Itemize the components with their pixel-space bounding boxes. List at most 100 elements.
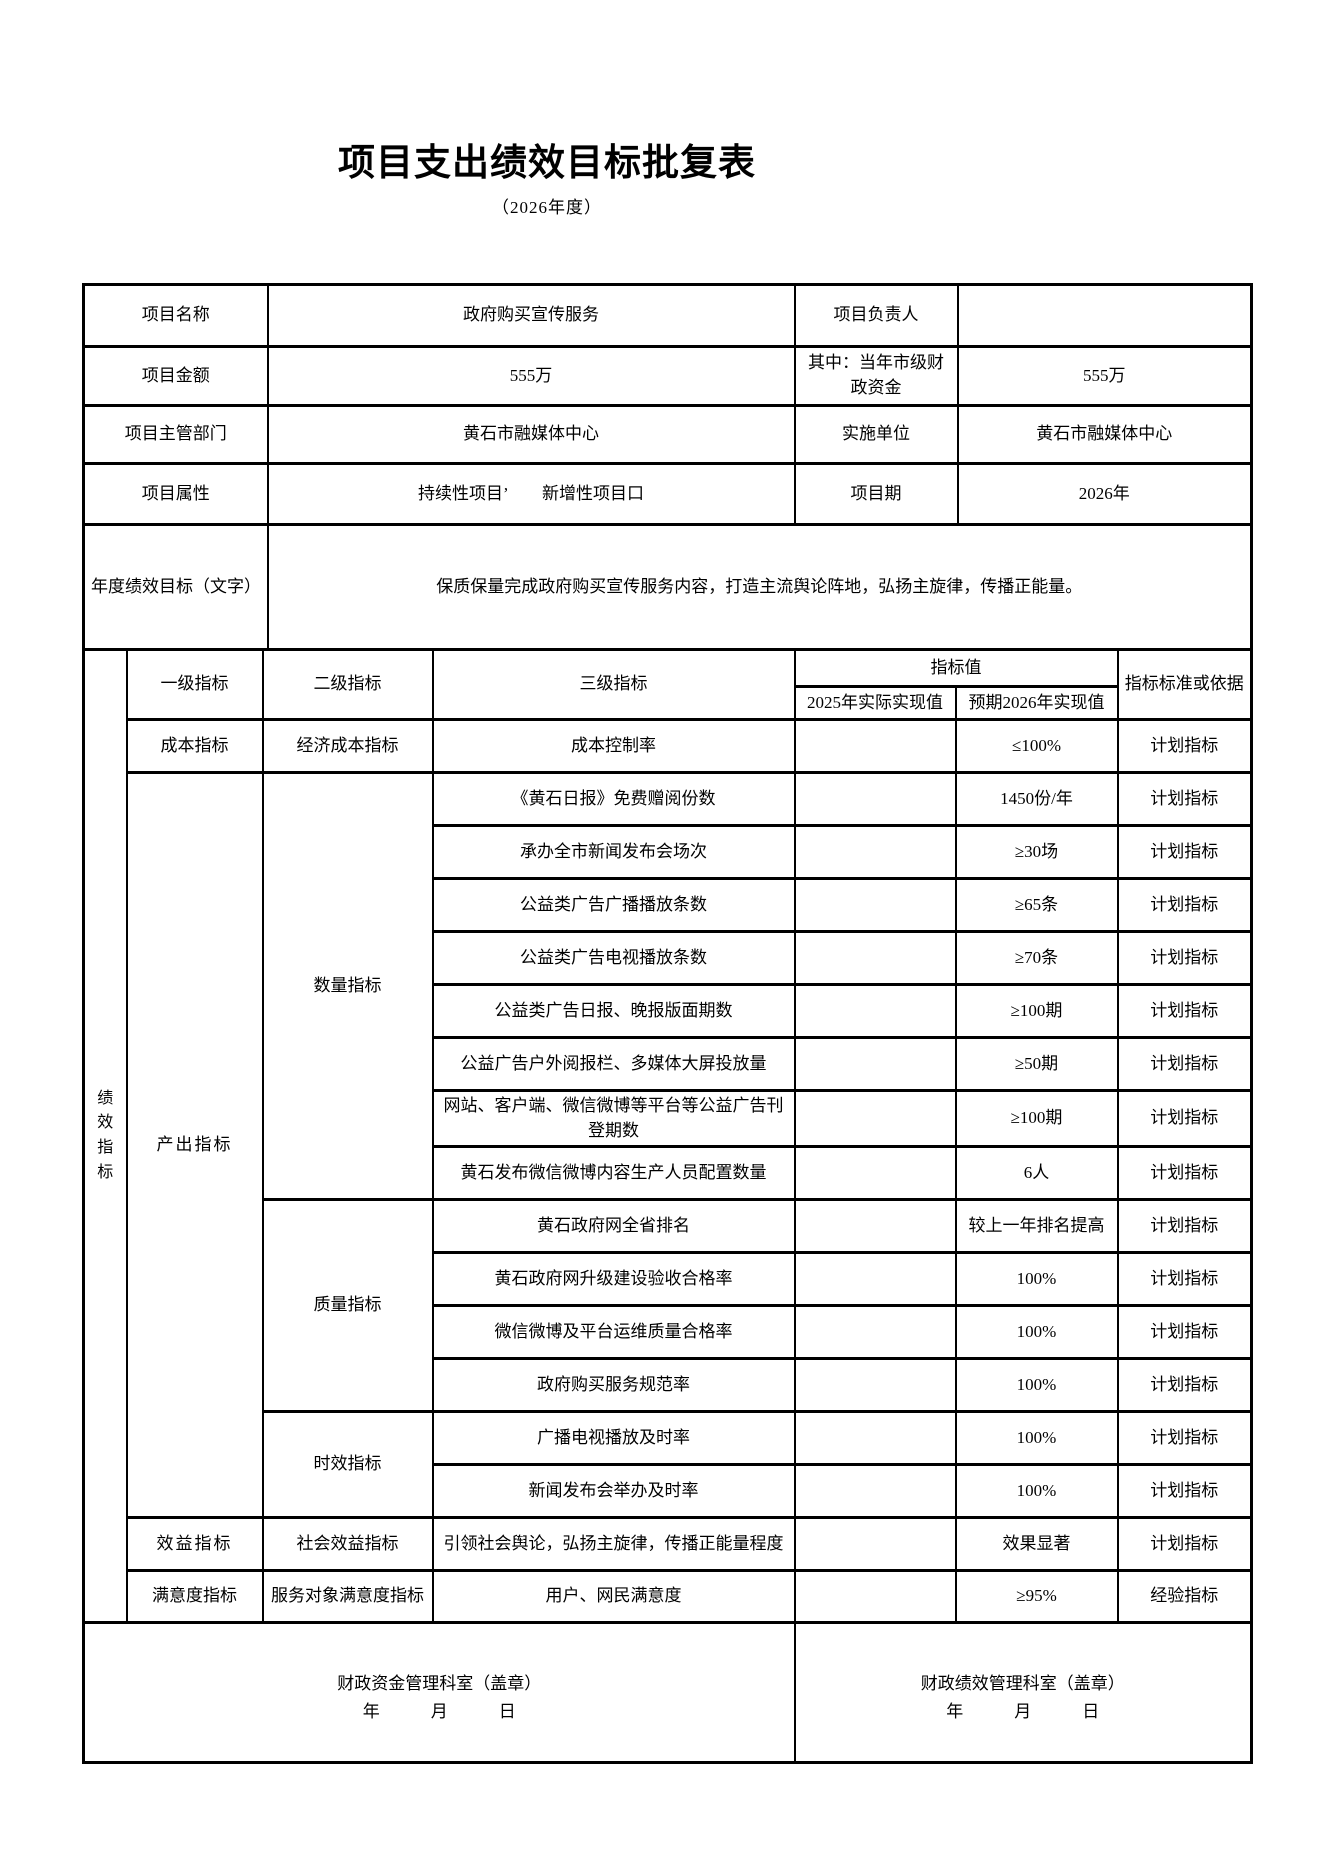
performance-indicator-side-label: 绩效指标 xyxy=(82,647,128,1625)
annual-goal-label: 年度绩效目标（文字） xyxy=(82,523,269,651)
indicator-row: 政府购买服务规范率 100% 计划指标 xyxy=(84,1357,1253,1414)
level3-indicator: 《黄石日报》免费赠阅份数 xyxy=(431,771,796,827)
value-2025 xyxy=(793,1088,957,1149)
standard: 经验指标 xyxy=(1116,1569,1253,1625)
header-level3: 三级指标 xyxy=(431,648,796,721)
header-2026-expected: 预期2026年实现值 xyxy=(954,685,1119,721)
value-2025 xyxy=(793,1198,957,1255)
level3-indicator: 黄石发布微信微博内容生产人员配置数量 xyxy=(431,1145,796,1202)
level1-output: 产出指标 xyxy=(125,770,264,1520)
attribute-value: 持续性项目’ 新增性项目口 xyxy=(266,462,796,526)
value-2025 xyxy=(793,930,957,986)
standard: 计划指标 xyxy=(1116,1036,1253,1092)
value-2026: 1450份/年 xyxy=(954,771,1119,827)
table-row: 项目属性 持续性项目’ 新增性项目口 项目期 2026年 xyxy=(82,462,1253,526)
level3-indicator: 网站、客户端、微信微博等平台等公益广告刊登期数 xyxy=(431,1088,796,1149)
standard: 计划指标 xyxy=(1116,877,1253,933)
impl-unit-value: 黄石市融媒体中心 xyxy=(956,404,1253,465)
header-standard: 指标标准或依据 xyxy=(1116,648,1253,721)
indicator-row: 黄石发布微信微博内容生产人员配置数量 6人 计划指标 xyxy=(84,1145,1253,1202)
indicator-row: 时效指标 广播电视播放及时率 100% 计划指标 xyxy=(84,1410,1253,1520)
indicator-row: 公益广告户外阅报栏、多媒体大屏投放量 ≥50期 计划指标 xyxy=(84,1036,1253,1092)
value-2026: ≥30场 xyxy=(954,824,1119,880)
signature-right-cell: 财政绩效管理科室（盖章） 年 月 日 xyxy=(793,1621,1253,1765)
value-2026: ≥100期 xyxy=(954,983,1119,1039)
standard: 计划指标 xyxy=(1116,1410,1253,1467)
signature-left-cell: 财政资金管理科室（盖章） 年 月 日 xyxy=(82,1621,796,1765)
value-2025 xyxy=(793,1410,957,1467)
level3-indicator: 黄石政府网全省排名 xyxy=(431,1198,796,1255)
period-value: 2026年 xyxy=(956,462,1253,526)
level3-indicator: 引领社会舆论，弘扬主旋律，传播正能量程度 xyxy=(431,1516,796,1573)
level1-benefit: 效益指标 xyxy=(125,1516,264,1573)
indicator-row: 质量指标 黄石政府网全省排名 较上一年排名提高 计划指标 xyxy=(84,1198,1253,1414)
table-row: 项目主管部门 黄石市融媒体中心 实施单位 黄石市融媒体中心 xyxy=(82,404,1253,465)
level3-indicator: 用户、网民满意度 xyxy=(431,1569,796,1625)
value-2025 xyxy=(793,1145,957,1202)
value-2025 xyxy=(793,1463,957,1520)
standard: 计划指标 xyxy=(1116,718,1253,774)
table-row: 项目金额 555万 其中：当年市级财政资金 555万 xyxy=(82,345,1253,407)
vertical-label: 绩效指标 xyxy=(97,1089,114,1181)
indicator-row: 产出指标 数量指标 《黄石日报》免费赠阅份数 1450份/年 计划指标 xyxy=(84,770,1253,1520)
level3-indicator: 政府购买服务规范率 xyxy=(431,1357,796,1414)
value-2025 xyxy=(793,824,957,880)
value-2026: 100% xyxy=(954,1304,1119,1361)
dept-label: 项目主管部门 xyxy=(82,404,269,465)
indicator-row: 公益类广告日报、晚报版面期数 ≥100期 计划指标 xyxy=(84,983,1253,1039)
dept-value: 黄石市融媒体中心 xyxy=(266,404,796,465)
standard: 计划指标 xyxy=(1116,1357,1253,1414)
level3-indicator: 公益类广告广播播放条数 xyxy=(431,877,796,933)
level3-indicator: 承办全市新闻发布会场次 xyxy=(431,824,796,880)
standard: 计划指标 xyxy=(1116,1198,1253,1255)
header-indicator-value: 指标值 xyxy=(793,648,1119,688)
indicator-row: 网站、客户端、微信微博等平台等公益广告刊登期数 ≥100期 计划指标 xyxy=(84,1088,1253,1149)
performance-office-date-line: 年 月 日 xyxy=(946,1702,1100,1722)
value-2026: 100% xyxy=(954,1410,1119,1467)
level3-indicator: 广播电视播放及时率 xyxy=(431,1410,796,1467)
indicator-row: 微信微博及平台运维质量合格率 100% 计划指标 xyxy=(84,1304,1253,1361)
indicator-row: 黄石政府网升级建设验收合格率 100% 计划指标 xyxy=(84,1251,1253,1308)
standard: 计划指标 xyxy=(1116,1088,1253,1149)
value-2026: ≥65条 xyxy=(954,877,1119,933)
indicator-row: 成本指标 经济成本指标 成本控制率 ≤100% 计划指标 xyxy=(84,718,1253,774)
value-2026: 100% xyxy=(954,1463,1119,1520)
header-row: 2025年实际实现值 预期2026年实现值 xyxy=(84,685,1252,721)
standard: 计划指标 xyxy=(1116,1516,1253,1573)
period-label: 项目期 xyxy=(793,462,959,526)
level3-indicator: 公益类广告日报、晚报版面期数 xyxy=(431,983,796,1039)
value-2026: 效果显著 xyxy=(954,1516,1119,1573)
attribute-label: 项目属性 xyxy=(82,462,269,526)
value-2025 xyxy=(793,1251,957,1308)
standard: 计划指标 xyxy=(1116,824,1253,880)
level2-quality: 质量指标 xyxy=(261,1198,434,1414)
project-name-value: 政府购买宣传服务 xyxy=(266,283,796,348)
value-2025 xyxy=(793,1516,957,1573)
project-amount-label: 项目金额 xyxy=(82,345,269,407)
project-leader-label: 项目负责人 xyxy=(793,283,959,348)
value-2026: ≥70条 xyxy=(954,930,1119,986)
project-info-table: 项目名称 政府购买宣传服务 项目负责人 项目金额 555万 其中：当年市级财政资… xyxy=(82,283,1253,651)
indicator-row: 效益指标 社会效益指标 引领社会舆论，弘扬主旋律，传播正能量程度 效果显著 计划… xyxy=(84,1516,1253,1573)
project-name-label: 项目名称 xyxy=(82,283,269,348)
value-2025 xyxy=(793,1036,957,1092)
standard: 计划指标 xyxy=(1116,1463,1253,1520)
table-row: 年度绩效目标（文字） 保质保量完成政府购买宣传服务内容，打造主流舆论阵地，弘扬主… xyxy=(82,523,1253,651)
value-2025 xyxy=(793,1304,957,1361)
value-2025 xyxy=(793,1357,957,1414)
level3-indicator: 成本控制率 xyxy=(431,718,796,774)
standard: 计划指标 xyxy=(1116,930,1253,986)
level3-indicator: 公益类广告电视播放条数 xyxy=(431,930,796,986)
level3-indicator: 新闻发布会举办及时率 xyxy=(431,1463,796,1520)
standard: 计划指标 xyxy=(1116,1304,1253,1361)
indicator-row: 公益类广告广播播放条数 ≥65条 计划指标 xyxy=(84,877,1253,933)
standard: 计划指标 xyxy=(1116,771,1253,827)
value-2026: ≤100% xyxy=(954,718,1119,774)
standard: 计划指标 xyxy=(1116,1145,1253,1202)
level3-indicator: 黄石政府网升级建设验收合格率 xyxy=(431,1251,796,1308)
level2-quantity: 数量指标 xyxy=(261,770,434,1202)
value-2026: 较上一年排名提高 xyxy=(954,1198,1119,1255)
performance-office-stamp-label: 财政绩效管理科室（盖章） xyxy=(920,1674,1125,1694)
standard: 计划指标 xyxy=(1116,1251,1253,1308)
